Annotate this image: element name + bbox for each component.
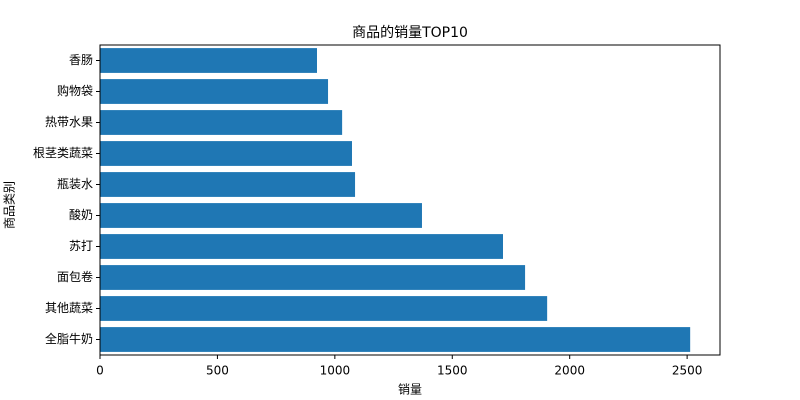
- bar: [100, 234, 503, 259]
- bar: [100, 172, 356, 197]
- x-tick-label: 500: [206, 364, 229, 378]
- y-tick-label: 根茎类蔬菜: [33, 146, 93, 160]
- bar: [100, 203, 422, 228]
- bar: [100, 141, 352, 166]
- y-tick-label: 全脂牛奶: [45, 331, 93, 346]
- x-axis-label: 销量: [398, 383, 422, 397]
- y-tick-label: 苏打: [69, 239, 93, 253]
- y-tick-label: 香肠: [69, 53, 93, 67]
- y-tick-label: 面包卷: [57, 269, 93, 284]
- x-tick-label: 1000: [320, 364, 351, 378]
- x-tick-label: 1500: [437, 364, 468, 378]
- y-tick-label: 购物袋: [57, 83, 93, 98]
- y-tick-label: 瓶装水: [57, 177, 93, 191]
- y-axis-label: 商品类别: [2, 181, 17, 229]
- x-tick-label: 0: [96, 364, 104, 378]
- bar: [100, 327, 691, 352]
- x-tick-label: 2500: [672, 364, 703, 378]
- x-tick-label: 2000: [554, 364, 585, 378]
- y-tick-label: 酸奶: [69, 207, 93, 222]
- bar: [100, 79, 329, 104]
- y-tick-label: 其他蔬菜: [45, 301, 93, 315]
- bar: [100, 296, 548, 321]
- y-tick-label: 热带水果: [45, 115, 93, 129]
- chart-title: 商品的销量TOP10: [352, 25, 468, 41]
- bar: [100, 265, 526, 290]
- plot-frame: [99, 44, 721, 356]
- bar: [100, 110, 343, 135]
- bar: [100, 48, 317, 73]
